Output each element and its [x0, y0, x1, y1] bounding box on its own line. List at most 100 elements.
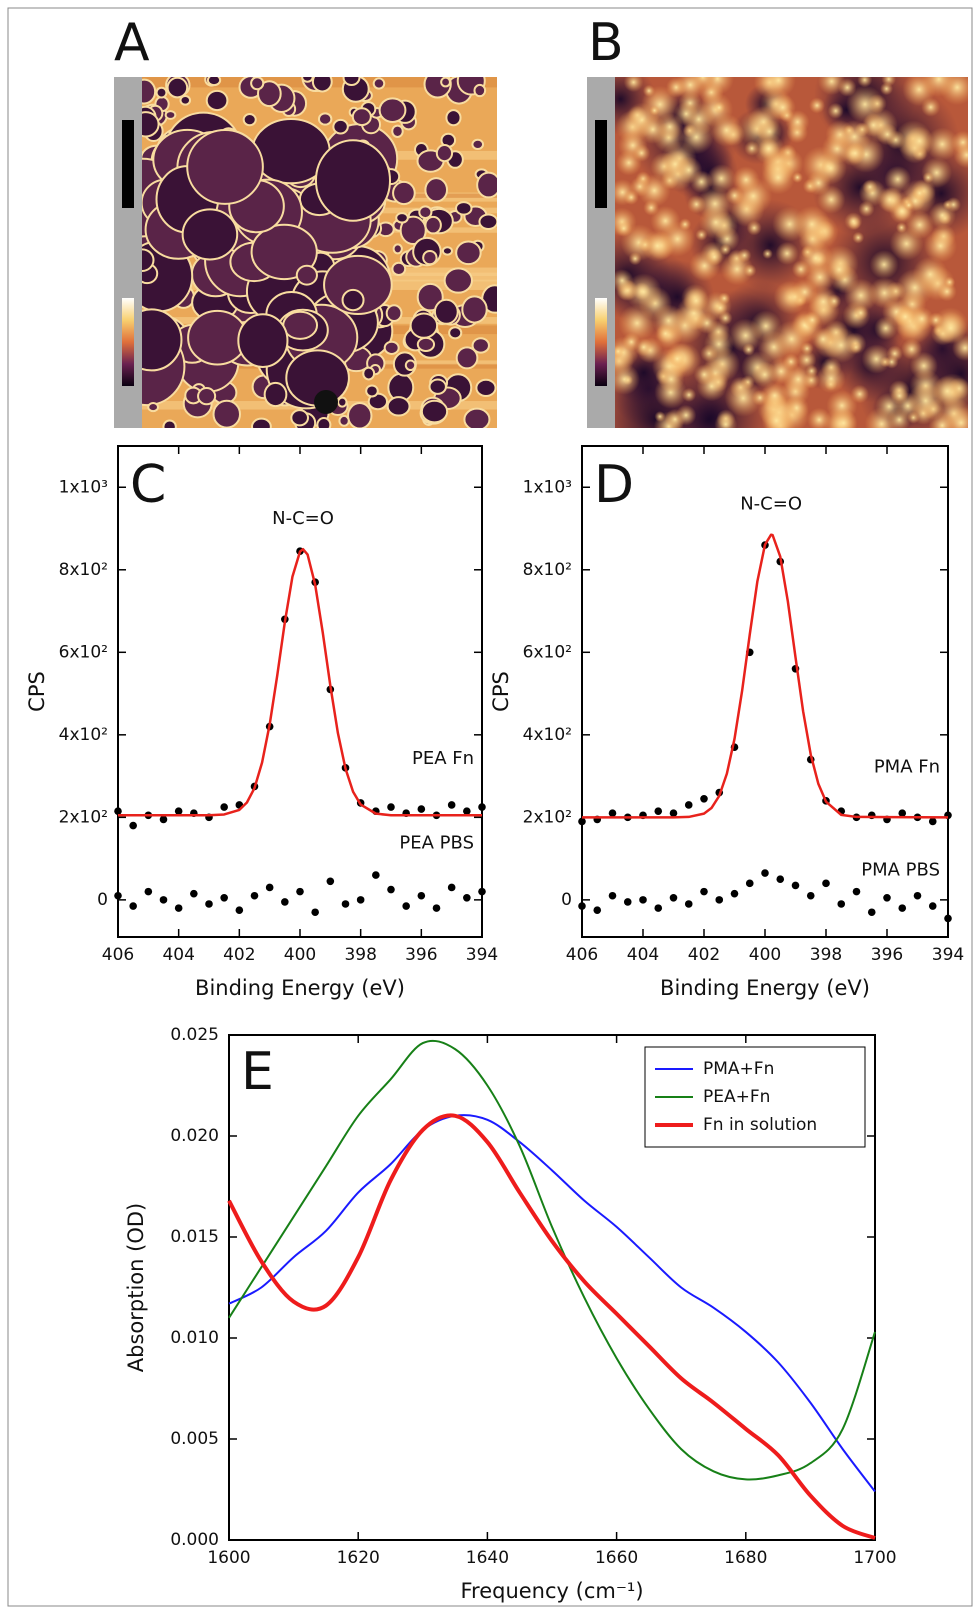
- y-tick-label: 0.015: [170, 1227, 219, 1247]
- afm-domain: [242, 113, 257, 127]
- panel-label: A: [114, 13, 150, 73]
- data-point: [326, 877, 335, 886]
- afm-grain: [909, 351, 938, 380]
- afm-domain: [473, 83, 487, 98]
- afm-grain: [756, 118, 782, 145]
- afm-domain: [179, 94, 192, 106]
- afm-grain: [724, 379, 762, 417]
- afm-domain: [142, 111, 160, 138]
- data-point: [852, 887, 861, 896]
- afm-domain: [332, 118, 349, 135]
- y-tick-label: 0.020: [170, 1126, 219, 1146]
- afm-grain: [758, 138, 780, 160]
- afm-domain: [250, 223, 318, 281]
- y-tick-label: 0: [561, 890, 572, 910]
- annotation: N-C=O: [740, 494, 802, 515]
- afm-domain: [314, 139, 392, 222]
- data-point: [684, 900, 693, 908]
- afm-grain: [675, 77, 706, 101]
- data-point: [822, 879, 830, 888]
- data-point: [402, 902, 410, 910]
- scale-bar: [595, 120, 607, 208]
- afm-domain: [455, 201, 473, 216]
- data-point: [463, 807, 471, 815]
- afm-grain: [696, 312, 718, 334]
- afm-grain: [681, 387, 697, 402]
- panel-label: D: [594, 455, 634, 515]
- afm-domain: [212, 399, 241, 428]
- afm-domain: [424, 215, 442, 235]
- afm-grain: [807, 407, 832, 428]
- afm-image: [142, 77, 497, 428]
- x-tick-label: 396: [871, 945, 903, 965]
- series-label: PMA PBS: [861, 859, 940, 880]
- afm-domain: [251, 417, 272, 428]
- data-point: [235, 906, 244, 914]
- data-point: [463, 894, 471, 902]
- afm-domain: [142, 78, 157, 105]
- x-tick-label: 404: [627, 945, 659, 965]
- afm-grain: [744, 140, 760, 156]
- afm-grain: [669, 350, 686, 367]
- data-point: [776, 875, 785, 884]
- y-tick-label: 1x10³: [523, 477, 572, 497]
- data-point: [898, 904, 907, 912]
- afm-grain: [718, 310, 733, 326]
- afm-domain: [257, 80, 282, 108]
- data-point: [356, 896, 365, 904]
- afm-grain: [643, 199, 660, 216]
- panel-label: E: [241, 1042, 274, 1102]
- data-point: [639, 896, 647, 904]
- x-axis-label: Binding Energy (eV): [660, 976, 870, 1000]
- x-tick-label: 394: [932, 945, 964, 965]
- afm-grain: [625, 273, 663, 311]
- data-point: [578, 817, 586, 826]
- afm-grain: [903, 199, 915, 211]
- afm-domain: [385, 304, 403, 323]
- afm-grain: [623, 189, 639, 205]
- afm-grain: [675, 156, 703, 184]
- x-tick-label: 394: [466, 945, 498, 965]
- x-axis-label: Frequency (cm⁻¹): [460, 1579, 643, 1603]
- data-point: [220, 803, 228, 811]
- afm-grain: [678, 218, 692, 231]
- x-tick-label: 1660: [595, 1548, 638, 1568]
- afm-grain: [675, 404, 697, 426]
- y-tick-label: 0.010: [170, 1328, 219, 1348]
- data-point: [220, 894, 228, 902]
- afm-grain: [714, 412, 738, 428]
- afm-domain: [164, 110, 177, 120]
- y-tick-label: 0: [97, 890, 108, 910]
- afm-domain: [337, 396, 348, 408]
- afm-grain: [814, 151, 847, 185]
- afm-domain: [338, 414, 350, 427]
- afm-grain: [697, 186, 733, 222]
- afm-grain: [868, 277, 901, 309]
- data-point: [623, 898, 632, 906]
- x-tick-label: 1680: [724, 1548, 767, 1568]
- y-tick-label: 0.005: [170, 1429, 219, 1449]
- data-point: [144, 887, 153, 896]
- data-point: [159, 896, 168, 904]
- afm-grain: [742, 343, 756, 356]
- x-tick-label: 400: [749, 945, 781, 965]
- afm-domain: [342, 77, 361, 87]
- afm-grain: [844, 212, 863, 231]
- afm-grain: [853, 305, 869, 321]
- afm-domain: [440, 77, 451, 88]
- afm-grain: [817, 77, 846, 96]
- afm-domain: [197, 387, 217, 406]
- afm-grain: [712, 101, 726, 114]
- afm-grain: [857, 77, 873, 88]
- x-tick-label: 402: [688, 945, 720, 965]
- afm-domain: [461, 295, 488, 324]
- data-point: [715, 896, 724, 904]
- afm-domain: [250, 77, 265, 91]
- afm-grain: [615, 363, 640, 395]
- y-axis-label: CPS: [25, 671, 49, 712]
- afm-grain: [683, 287, 709, 314]
- y-axis-label: CPS: [489, 671, 513, 712]
- afm-domain: [404, 359, 417, 372]
